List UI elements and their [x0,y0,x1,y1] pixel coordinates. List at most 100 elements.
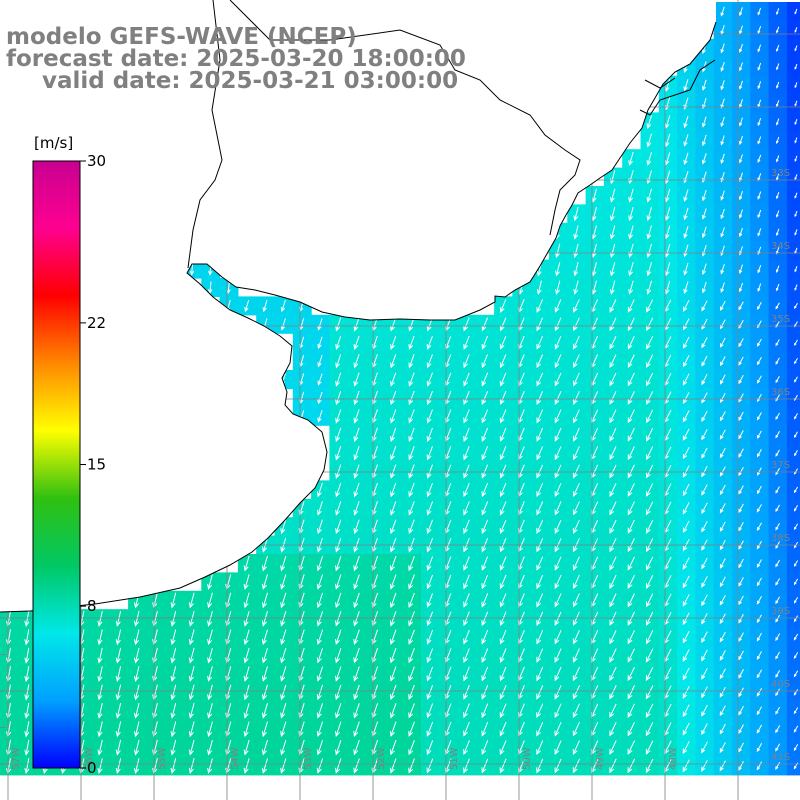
wind-arrow [353,629,360,645]
wind-arrow [280,574,287,590]
wind-arrow [280,318,286,331]
wind-arrow [243,555,250,572]
wind-arrow [481,317,488,332]
wind-speed-cell [786,406,800,426]
wind-arrow [756,632,762,642]
wind-arrow [463,629,470,645]
wind-arrow [536,317,544,332]
wind-speed-cell [786,682,800,702]
wind-arrow [701,759,708,773]
wind-arrow [719,742,726,754]
wind-arrow [316,611,324,627]
wind-arrow [646,556,654,571]
wind-arrow [189,262,195,276]
wind-arrow [261,555,268,572]
wind-arrow [794,284,798,291]
wind-arrow [316,721,324,737]
wind-arrow [627,409,635,424]
wind-arrow [682,318,690,331]
lon-label: 56W [84,747,95,770]
wind-arrow [701,281,707,294]
wind-arrow [243,574,250,590]
wind-speed-cell [786,167,800,187]
wind-arrow [353,684,360,701]
wind-arrow [408,409,415,424]
wind-arrow [775,431,780,439]
wind-arrow [353,555,360,572]
wind-arrow [389,666,397,682]
wind-arrow [481,464,489,479]
wind-arrow [627,372,635,387]
lon-label: 53W [303,747,314,770]
wind-arrow [207,703,213,719]
wind-arrow [115,684,122,701]
wind-arrow [738,117,743,127]
wind-arrow [609,501,617,516]
wind-arrow [554,611,562,627]
wind-arrow [701,723,708,736]
wind-arrow [243,721,250,738]
wind-speed-cell [786,20,800,40]
wind-arrow [170,592,177,609]
wind-arrow [499,501,507,516]
wind-arrow [757,228,762,237]
wind-arrow [463,446,470,461]
wind-arrow [572,574,580,590]
wind-arrow [426,758,434,774]
wind-arrow [701,484,708,496]
wind-arrow [536,574,544,590]
wind-arrow [573,391,580,405]
wind-arrow [426,648,434,664]
wind-arrow [426,335,433,350]
wind-arrow [646,188,652,203]
wind-arrow [207,574,213,590]
wind-arrow [738,190,743,201]
wind-arrow [609,427,617,442]
wind-arrow [756,651,762,661]
wind-arrow [335,574,342,590]
wind-arrow [720,282,725,294]
wind-arrow [609,593,617,608]
wind-arrow [24,684,30,701]
border-line [229,0,581,236]
wind-arrow [738,632,744,642]
wind-arrow [720,116,725,128]
wind-arrow [481,648,489,663]
wind-arrow [609,648,617,663]
wind-arrow [170,629,177,646]
wind-arrow [243,611,250,627]
lat-label: 36S [771,387,790,398]
wind-arrow [463,648,470,663]
wind-arrow [739,80,743,90]
wind-arrow [646,262,652,277]
wind-arrow [609,409,617,424]
wind-arrow [408,666,415,682]
wind-arrow [664,207,671,221]
wind-arrow [738,411,744,422]
wind-arrow [719,558,726,569]
wind-arrow [793,615,799,623]
wind-arrow [645,483,654,497]
wind-arrow [408,372,415,387]
wind-arrow [316,684,324,701]
wind-speed-cell [786,241,800,261]
wind-arrow [408,684,415,701]
wind-arrow [536,446,544,461]
wind-arrow [316,482,323,498]
wind-arrow [701,521,708,533]
wind-arrow [481,372,489,387]
wind-arrow [280,592,287,609]
wind-arrow [775,210,780,218]
wind-arrow [627,611,635,626]
wind-arrow [280,703,287,719]
wind-arrow [499,593,507,608]
wind-speed-cell [786,756,800,776]
wind-arrow [536,372,544,387]
wind-arrow [536,758,544,774]
wind-arrow [682,557,690,570]
wind-arrow [317,336,323,350]
wind-arrow [408,519,415,535]
wind-arrow [390,354,397,369]
wind-arrow [756,761,763,771]
wind-arrow [794,155,798,162]
